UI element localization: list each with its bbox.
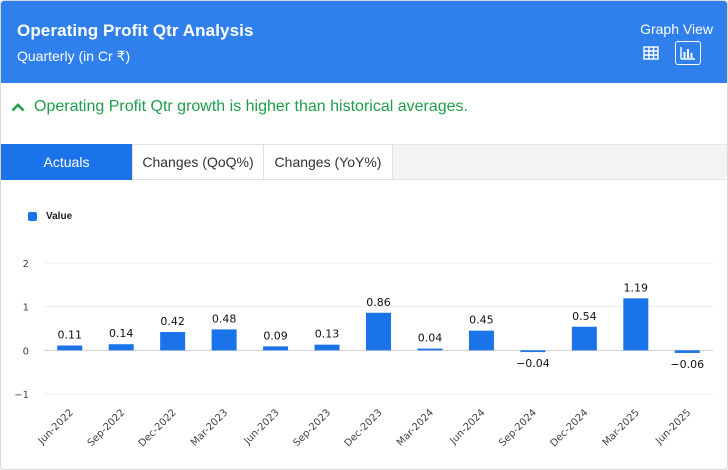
data-label: 0.54 [572, 310, 597, 323]
chart-legend[interactable]: Value [28, 211, 72, 222]
bar-sep-2023 [314, 344, 340, 351]
bar-dec-2022 [160, 331, 186, 351]
x-tick-label: Dec-2022 [137, 407, 179, 449]
x-tick-label: Jun-2022 [36, 407, 76, 447]
table-icon [643, 46, 659, 60]
card-subtitle: Quarterly (in Cr ₹) [17, 48, 131, 64]
data-label: 0.11 [57, 329, 82, 342]
bar-sep-2022 [108, 344, 134, 351]
insight-text: Operating Profit Qtr growth is higher th… [34, 98, 468, 115]
bar-dec-2024 [571, 326, 597, 351]
data-label: −0.06 [670, 358, 704, 371]
x-tick-label: Mar-2025 [601, 407, 642, 448]
y-tick-label: 2 [23, 259, 29, 270]
bar-chart-icon [680, 47, 695, 60]
data-label: 0.42 [160, 315, 185, 328]
card-title: Operating Profit Qtr Analysis [17, 21, 254, 40]
bar-mar-2024 [417, 348, 443, 351]
data-label: 0.86 [366, 296, 391, 309]
x-tick-label: Dec-2024 [548, 407, 590, 449]
y-tick-label: 1 [23, 303, 29, 314]
tab-changes-yoy[interactable]: Changes (YoY%) [263, 144, 393, 180]
x-tick-label: Dec-2023 [343, 407, 385, 449]
y-tick-label: −1 [14, 390, 29, 401]
data-label: 0.45 [469, 314, 494, 327]
bar-mar-2023 [211, 329, 237, 351]
y-tick-label: 0 [23, 346, 29, 357]
table-view-button[interactable] [638, 41, 664, 65]
x-tick-label: Sep-2023 [292, 407, 334, 449]
legend-swatch [28, 212, 37, 221]
tab-changes-qoq[interactable]: Changes (QoQ%) [132, 144, 264, 180]
bar-jun-2024 [468, 330, 494, 351]
chart-view-button[interactable] [675, 41, 701, 65]
chevron-up-icon [11, 103, 25, 112]
data-label: 0.13 [315, 328, 340, 341]
x-tick-label: Mar-2023 [189, 407, 230, 448]
x-tick-label: Jun-2024 [447, 407, 487, 447]
x-tick-label: Jun-2025 [653, 407, 693, 447]
x-tick-label: Sep-2022 [86, 407, 128, 449]
bar-sep-2024 [520, 350, 546, 353]
graph-view-label: Graph View [640, 21, 713, 37]
data-label: 0.04 [418, 332, 443, 345]
data-label: 0.48 [212, 312, 237, 325]
data-label: 0.14 [109, 327, 134, 340]
data-label: −0.04 [516, 357, 550, 370]
data-label: 0.09 [263, 329, 288, 342]
data-label: 1.19 [624, 281, 649, 294]
operating-profit-bar-chart: 2 1 0 −1 0.11 Jun-2022 0.14 Sep-2022 0.42 Dec-202… [14, 259, 713, 449]
card-header: Operating Profit Qtr Analysis Quarterly … [1, 1, 727, 83]
view-tabs: Actuals Changes (QoQ%) Changes (YoY%) [1, 144, 727, 180]
growth-insight: Operating Profit Qtr growth is higher th… [11, 97, 468, 117]
tab-actuals[interactable]: Actuals [1, 144, 132, 180]
x-tick-label: Mar-2024 [395, 407, 436, 448]
legend-label: Value [46, 211, 73, 222]
bar-dec-2023 [366, 312, 391, 351]
x-tick-label: Jun-2023 [242, 407, 282, 447]
bar-jun-2025 [674, 350, 700, 353]
bar-jun-2022 [57, 345, 83, 351]
x-tick-label: Sep-2024 [497, 407, 539, 449]
bar-mar-2025 [623, 298, 649, 351]
bar-jun-2023 [263, 346, 289, 351]
